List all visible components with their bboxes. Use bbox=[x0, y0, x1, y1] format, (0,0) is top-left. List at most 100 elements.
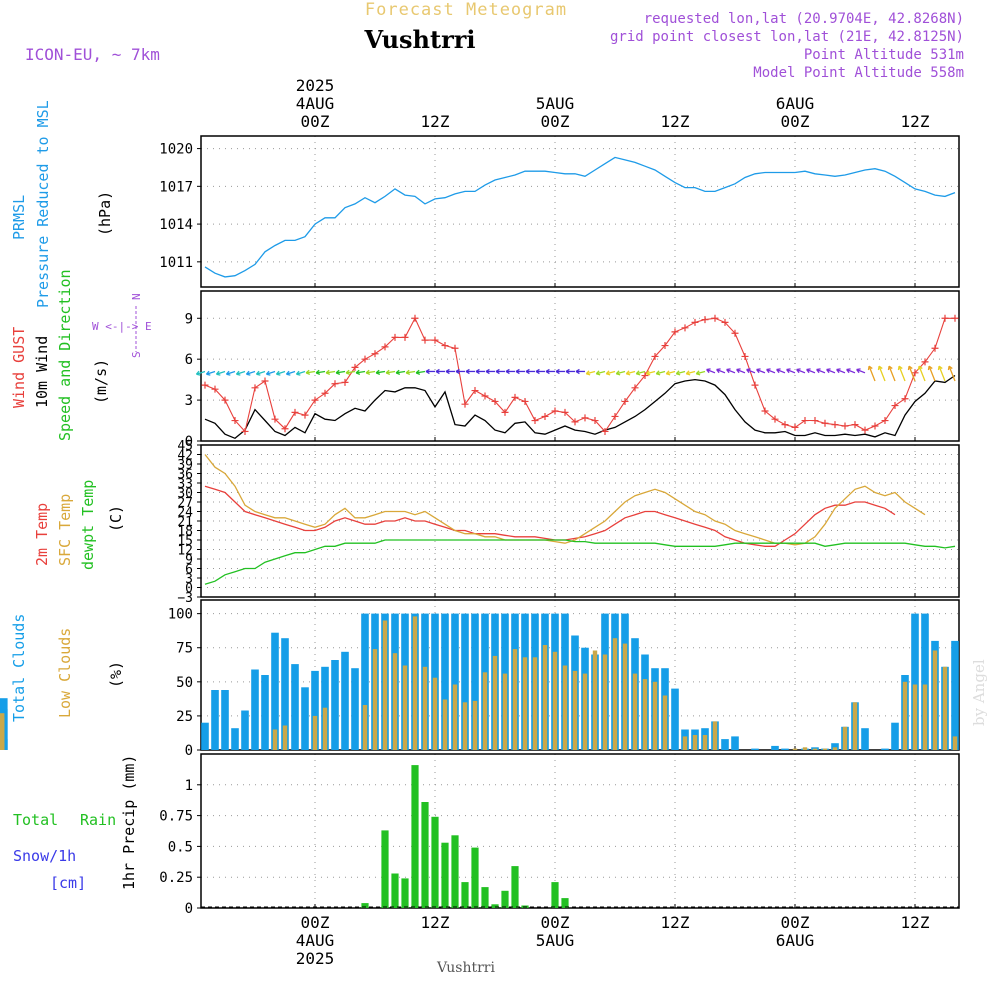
total-cloud-bar bbox=[231, 728, 239, 750]
total-clouds-label: Total Clouds bbox=[10, 614, 28, 722]
y-tick-label: 100 bbox=[168, 607, 193, 623]
low-cloud-bar bbox=[432, 677, 438, 750]
wind-arrow-head bbox=[345, 369, 351, 375]
wind-arrow-head bbox=[265, 370, 271, 376]
panel-frame bbox=[200, 444, 960, 598]
low-cloud-bar bbox=[832, 747, 838, 750]
gust-marker bbox=[351, 363, 359, 371]
wind-arrow bbox=[596, 370, 606, 375]
wind-arrow bbox=[216, 370, 226, 375]
low-cloud-bar bbox=[462, 702, 468, 750]
gust-marker bbox=[831, 421, 839, 429]
wind-arrow-head bbox=[385, 369, 391, 375]
gust-marker bbox=[711, 314, 719, 322]
gust-marker bbox=[681, 324, 689, 332]
total-cloud-bar bbox=[261, 675, 269, 750]
low-cloud-bar bbox=[422, 666, 428, 750]
wind-arrow-head bbox=[917, 365, 923, 371]
wind-arrow bbox=[908, 365, 916, 382]
low-cloud-bar bbox=[652, 681, 658, 750]
low-cloud-bar bbox=[812, 748, 818, 750]
low-cloud-bar bbox=[382, 620, 388, 750]
total-cloud-bar bbox=[211, 690, 219, 750]
gust-marker bbox=[381, 343, 389, 351]
wind-arrow-head bbox=[786, 368, 791, 374]
wind-arrow bbox=[356, 370, 366, 374]
total-cloud-bar bbox=[361, 613, 369, 750]
gust-marker bbox=[701, 316, 709, 324]
wind-arrow bbox=[726, 368, 736, 374]
y-tick-label: 0 bbox=[185, 434, 193, 450]
wind-arrow-head bbox=[897, 365, 903, 371]
y-tick-label: 21 bbox=[177, 515, 193, 530]
wind-arrow bbox=[256, 370, 266, 375]
y-tick-label: 24 bbox=[177, 506, 193, 521]
gust-marker bbox=[451, 344, 459, 352]
gust-marker bbox=[431, 336, 439, 344]
y-tick-label: 9 bbox=[185, 311, 193, 327]
total-cloud-bar bbox=[671, 688, 679, 750]
gust-marker bbox=[331, 380, 339, 388]
top-axis-label: 00Z bbox=[781, 112, 810, 131]
wind-arrow-head bbox=[645, 370, 651, 376]
gust-marker bbox=[211, 385, 219, 393]
wind-arrow-head bbox=[425, 368, 430, 375]
total-cloud-bar bbox=[341, 651, 349, 750]
wind-arrow bbox=[266, 370, 276, 375]
gust-marker bbox=[251, 384, 259, 392]
low-cloud-bar bbox=[362, 705, 368, 750]
y-tick-label: 3 bbox=[185, 572, 193, 587]
wind-arrow bbox=[586, 370, 596, 375]
wind-arrow-head bbox=[635, 370, 641, 376]
wind-arrow-head bbox=[796, 368, 801, 374]
gust-marker bbox=[821, 419, 829, 427]
pressure-label-prmsl: PRMSL bbox=[10, 195, 28, 240]
wind-arrow bbox=[636, 370, 646, 375]
y-tick-label: 25 bbox=[176, 709, 193, 725]
y-tick-label: 9 bbox=[185, 553, 193, 568]
wind-arrow bbox=[898, 365, 906, 382]
gust-marker bbox=[501, 408, 509, 416]
low-cloud-bar bbox=[0, 717, 5, 750]
total-cloud-bar bbox=[281, 638, 289, 750]
low-cloud-bar bbox=[572, 670, 578, 750]
wind-unit: (m/s) bbox=[92, 359, 110, 404]
total-cloud-bar bbox=[891, 722, 899, 750]
gust-marker bbox=[261, 377, 269, 385]
gust-marker bbox=[871, 422, 879, 430]
wind-arrow-head bbox=[225, 370, 231, 376]
grid-point-coords: grid point closest lon,lat (21E, 42.8125… bbox=[610, 29, 964, 45]
total-cloud-bar bbox=[301, 687, 309, 750]
wind-arrow bbox=[246, 370, 256, 375]
total-cloud-bar bbox=[201, 722, 209, 750]
wind-arrow-head bbox=[695, 370, 701, 376]
wind-arrow bbox=[706, 368, 716, 374]
wind-arrow-head bbox=[335, 369, 341, 375]
gust-marker bbox=[551, 407, 559, 415]
low-cloud-bar bbox=[492, 655, 498, 750]
wind-arrow bbox=[276, 370, 286, 375]
bottom-axis-label: 12Z bbox=[661, 913, 690, 932]
gust-marker bbox=[881, 417, 889, 425]
wind-arrow-head bbox=[585, 370, 591, 376]
wind-arrow bbox=[868, 365, 876, 382]
gust-marker bbox=[581, 414, 589, 422]
wind-arrow-head bbox=[776, 368, 781, 374]
bottom-axis-label: 00Z bbox=[541, 913, 570, 932]
low-cloud-bar bbox=[412, 616, 418, 750]
gust-marker bbox=[241, 427, 249, 435]
low-cloud-bar bbox=[582, 673, 588, 750]
temp-unit: (C) bbox=[107, 505, 125, 532]
y-tick-label: 33 bbox=[177, 477, 193, 492]
wind-arrow-head bbox=[205, 370, 211, 376]
low-cloud-bar bbox=[642, 679, 648, 750]
model-label: ICON-EU, ~ 7km bbox=[25, 45, 160, 64]
wind-arrow bbox=[236, 370, 246, 375]
total-cloud-bar bbox=[291, 664, 299, 750]
gust-marker bbox=[621, 397, 629, 405]
low-cloud-bar bbox=[952, 736, 958, 750]
snow-unit-label: [cm] bbox=[50, 874, 86, 892]
gust-marker bbox=[511, 393, 519, 401]
